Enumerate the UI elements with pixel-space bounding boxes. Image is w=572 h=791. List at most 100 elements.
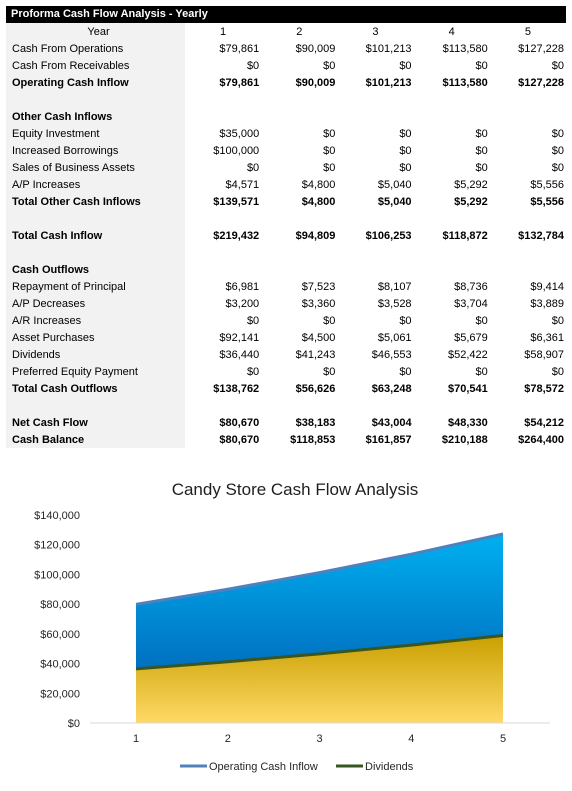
- row-label: A/P Decreases: [6, 295, 185, 312]
- total-row: Total Cash Outflows $138,762 $56,626 $63,24…: [6, 380, 566, 397]
- value-cell: $0: [551, 59, 564, 72]
- table-row: Dividends $36,440 $41,243 $46,553 $52,422 $58…: [6, 346, 566, 363]
- x-tick-label: 3: [316, 733, 322, 745]
- value-cell: $100,000: [213, 144, 260, 157]
- value-cell: $6,361: [530, 331, 564, 344]
- table-row: Preferred Equity Payment $0 $0 $0 $0 $0: [6, 363, 566, 380]
- y-tick-label: $80,000: [40, 599, 80, 611]
- value-cell: $0: [551, 365, 564, 378]
- row-label: Sales of Business Assets: [6, 159, 185, 176]
- value-cell: $210,188: [441, 433, 488, 446]
- value-cell: $80,670: [219, 416, 260, 429]
- value-cell: $6,981: [225, 280, 260, 293]
- value-cell: $3,200: [225, 297, 260, 310]
- value-cell: $101,213: [365, 76, 412, 89]
- table-body: Year 1 2 3 4 5 Cash From Operations $79,861 $90,…: [6, 23, 566, 448]
- value-cell: $0: [475, 314, 488, 327]
- value-cell: $0: [246, 365, 260, 378]
- y-tick-label: $60,000: [40, 629, 80, 641]
- table-row: A/R Increases $0 $0 $0 $0 $0: [6, 312, 566, 329]
- value-cell: $0: [323, 59, 336, 72]
- total-row: Cash Balance $80,670 $118,853 $161,857 $210,…: [6, 431, 566, 448]
- value-cell: $0: [323, 365, 336, 378]
- section-header-row: Cash Outflows: [6, 261, 566, 278]
- row-label: Dividends: [6, 346, 185, 363]
- value-cell: $43,004: [371, 416, 412, 429]
- row-label: Preferred Equity Payment: [6, 363, 185, 380]
- spacer-cell: [185, 397, 566, 414]
- year-header-cell: 2: [296, 25, 303, 38]
- value-cell: $118,872: [442, 229, 488, 242]
- value-cell: $118,853: [290, 433, 336, 446]
- dividends-line: [135, 633, 504, 671]
- value-cell: $38,183: [295, 416, 336, 429]
- value-cell: $113,580: [442, 42, 488, 55]
- value-cell: $56,626: [295, 382, 336, 395]
- value-cell: $0: [551, 144, 564, 157]
- y-tick-label: $40,000: [40, 659, 80, 671]
- table-row: Cash From Receivables $0 $0 $0 $0 $0: [6, 57, 566, 74]
- value-cell: $90,009: [295, 42, 336, 55]
- value-cell: $3,704: [454, 297, 488, 310]
- value-cell: $48,330: [447, 416, 488, 429]
- spacer-cell: [185, 91, 566, 108]
- value-cell: $36,440: [219, 348, 260, 361]
- spacer-cell: [6, 210, 185, 227]
- value-cell: $79,861: [219, 76, 260, 89]
- value-cell: $0: [475, 127, 488, 140]
- value-cell: $0: [246, 314, 260, 327]
- value-cell: $127,228: [518, 76, 564, 89]
- row-label: Cash From Receivables: [6, 57, 185, 74]
- spacer-row: [6, 397, 566, 414]
- value-cell: $5,040: [377, 178, 412, 191]
- value-cell: $0: [399, 161, 412, 174]
- table-row: Sales of Business Assets $0 $0 $0 $0 $0: [6, 159, 566, 176]
- value-cell: $0: [475, 144, 488, 157]
- value-cell: $3,360: [301, 297, 336, 310]
- value-cell: $138,762: [213, 382, 260, 395]
- legend-label: Dividends: [365, 761, 414, 773]
- value-cell: $5,040: [377, 195, 412, 208]
- operating-cash-inflow-area: [136, 533, 503, 669]
- row-label: Increased Borrowings: [6, 142, 185, 159]
- value-cell: $132,784: [518, 229, 564, 242]
- value-cell: $54,212: [524, 416, 564, 429]
- value-cell: $0: [475, 161, 488, 174]
- value-cell: $41,243: [295, 348, 336, 361]
- value-cell: $3,528: [377, 297, 412, 310]
- value-cell: $35,000: [219, 127, 260, 140]
- table-row: A/P Increases $4,571 $4,800 $5,040 $5,292 $5,…: [6, 176, 566, 193]
- row-label: Asset Purchases: [6, 329, 185, 346]
- value-cell: $3,889: [530, 297, 564, 310]
- spacer-row: [6, 91, 566, 108]
- row-label: Total Other Cash Inflows: [6, 193, 185, 210]
- row-label: Other Cash Inflows: [6, 108, 185, 125]
- value-cell: $0: [399, 144, 412, 157]
- value-cell: $4,800: [301, 178, 336, 191]
- spacer-cell: [185, 210, 566, 227]
- value-cell: $52,422: [447, 348, 488, 361]
- year-header-row: Year 1 2 3 4 5: [6, 23, 566, 40]
- cash-flow-chart: Candy Store Cash Flow Analysis $0 $20,000…: [34, 480, 550, 773]
- value-cell: $0: [246, 59, 260, 72]
- year-header-cell: 1: [220, 25, 227, 38]
- year-header-cell: 3: [372, 25, 379, 38]
- value-cell: $4,500: [301, 331, 336, 344]
- value-cell: $219,432: [213, 229, 260, 242]
- spacer-cell: [185, 244, 566, 261]
- operating-cash-inflow-line: [135, 532, 504, 606]
- value-cell: $5,556: [530, 195, 564, 208]
- row-label: Repayment of Principal: [6, 278, 185, 295]
- spacer-row: [6, 210, 566, 227]
- value-cell: $101,213: [365, 42, 412, 55]
- value-cell: $127,228: [518, 42, 564, 55]
- x-tick-label: 5: [500, 733, 506, 745]
- total-row: Total Cash Inflow $219,432 $94,809 $106,253…: [6, 227, 566, 244]
- year-header-label: Year: [6, 23, 185, 40]
- value-cell: $106,253: [365, 229, 412, 242]
- value-cell: $94,809: [295, 229, 336, 242]
- value-cell: $0: [551, 161, 564, 174]
- x-tick-label: 2: [225, 733, 231, 745]
- value-cell: $90,009: [295, 76, 336, 89]
- table-row: Asset Purchases $92,141 $4,500 $5,061 $5,679…: [6, 329, 566, 346]
